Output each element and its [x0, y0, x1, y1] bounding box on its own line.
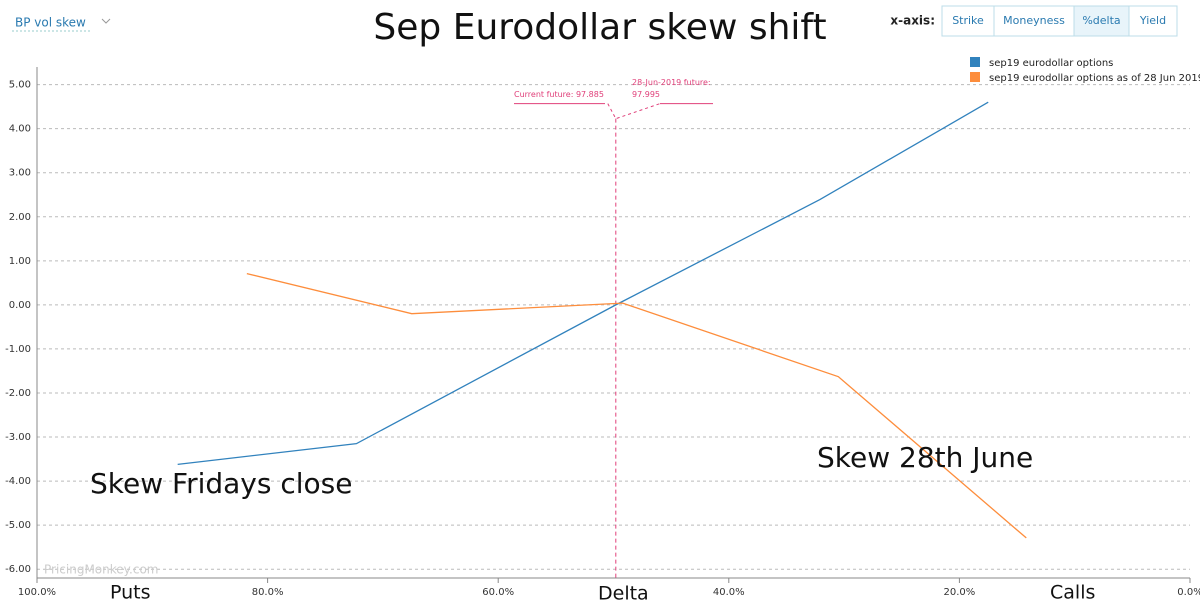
annotation: 97.995 [632, 90, 660, 99]
x-tick-label: 0.0% [1177, 587, 1200, 598]
x-tick-label: 60.0% [482, 587, 514, 598]
axis-button-label[interactable]: %delta [1082, 14, 1120, 27]
series-line [246, 272, 1027, 539]
chart-title: Sep Eurodollar skew shift [373, 7, 826, 48]
y-tick-label: 5.00 [9, 80, 31, 91]
dropdown[interactable]: BP vol skew [15, 16, 86, 30]
y-tick-label: 3.00 [9, 168, 31, 179]
annotation-connector [607, 103, 660, 120]
y-tick-label: -1.00 [5, 344, 31, 355]
legend-label: sep19 eurodollar options as of 28 Jun 20… [989, 73, 1200, 84]
axis-button[interactable] [993, 5, 1075, 37]
axis-button-label[interactable]: Yield [1139, 14, 1166, 27]
series-line [177, 101, 989, 465]
y-tick-label: -6.00 [5, 564, 31, 575]
legend-swatch [970, 57, 980, 67]
y-tick-label: 4.00 [9, 124, 31, 135]
x-tick-label: 20.0% [944, 587, 976, 598]
y-tick-label: 2.00 [9, 212, 31, 223]
watermark: PricingMonkey.com [44, 563, 159, 577]
xaxis-label: x-axis: [890, 14, 935, 28]
chart-label: Calls [1050, 582, 1095, 604]
x-tick-label: 100.0% [18, 587, 56, 598]
axis-button-label[interactable]: Moneyness [1003, 14, 1065, 27]
axis-button[interactable] [941, 5, 995, 37]
y-tick-label: -3.00 [5, 432, 31, 443]
axis-button-label[interactable]: Strike [952, 14, 984, 27]
y-tick-label: 1.00 [9, 256, 31, 267]
y-tick-label: -5.00 [5, 520, 31, 531]
y-tick-label: -4.00 [5, 476, 31, 487]
axis-button[interactable] [1128, 5, 1178, 37]
chart-label: Delta [598, 583, 649, 605]
x-tick-label: 40.0% [713, 587, 745, 598]
x-tick-label: 80.0% [252, 587, 284, 598]
y-tick-label: -2.00 [5, 388, 31, 399]
axis-button[interactable] [1073, 5, 1130, 37]
annotation: 28-Jun-2019 future: [632, 78, 711, 87]
legend-swatch [970, 72, 980, 82]
dropdown-arrow[interactable] [101, 18, 111, 24]
chart-label: Skew Fridays close [90, 467, 353, 500]
annotation: Current future: 97.885 [514, 90, 604, 99]
y-tick-label: 0.00 [9, 300, 31, 311]
legend-label: sep19 eurodollar options [989, 58, 1113, 69]
chart-label: Puts [110, 582, 151, 604]
chart-label: Skew 28th June [817, 441, 1033, 474]
